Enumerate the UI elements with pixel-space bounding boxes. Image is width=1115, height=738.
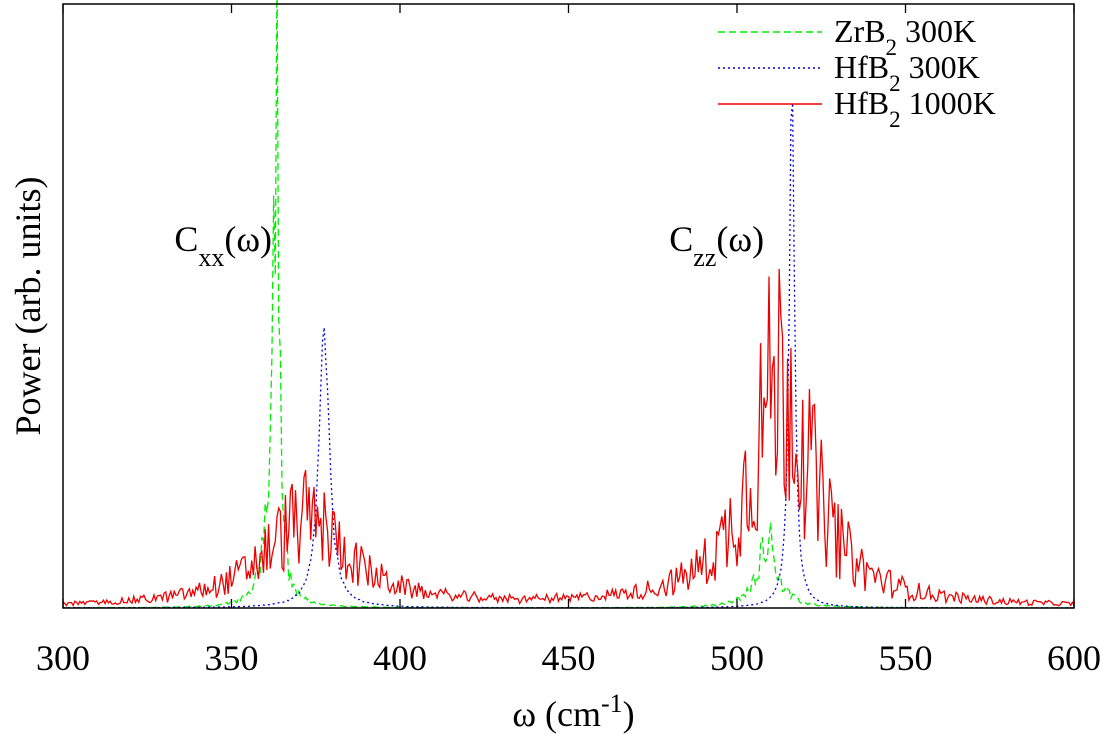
x-axis-label: ω (cm-1): [512, 689, 634, 735]
y-axis-label: Power (arb. units): [8, 177, 48, 436]
tick-layer: 300 350 400 450 500 550 600: [36, 4, 1101, 678]
annotation-layer: Cxx(ω) Czz(ω): [174, 219, 764, 272]
annotation-xx: Cxx(ω): [174, 219, 272, 272]
x-tick-label-350: 350: [205, 638, 259, 678]
series-layer: [62, 0, 1075, 609]
legend-label-2: HfB2 1000K: [834, 85, 996, 132]
legend-label-0: ZrB2 300K: [834, 13, 976, 60]
x-tick-label-400: 400: [373, 638, 427, 678]
x-tick-label-500: 500: [710, 638, 764, 678]
x-tick-label-550: 550: [879, 638, 933, 678]
x-tick-label-300: 300: [36, 638, 90, 678]
label-layer: ω (cm-1) Power (arb. units): [8, 177, 635, 734]
x-tick-label-450: 450: [542, 638, 596, 678]
series-line-2: [62, 268, 1075, 607]
series-line-1: [62, 102, 1074, 609]
annotation-zz: Czz(ω): [669, 219, 764, 272]
legend-label-1: HfB2 300K: [834, 49, 980, 96]
x-tick-label-600: 600: [1047, 638, 1101, 678]
